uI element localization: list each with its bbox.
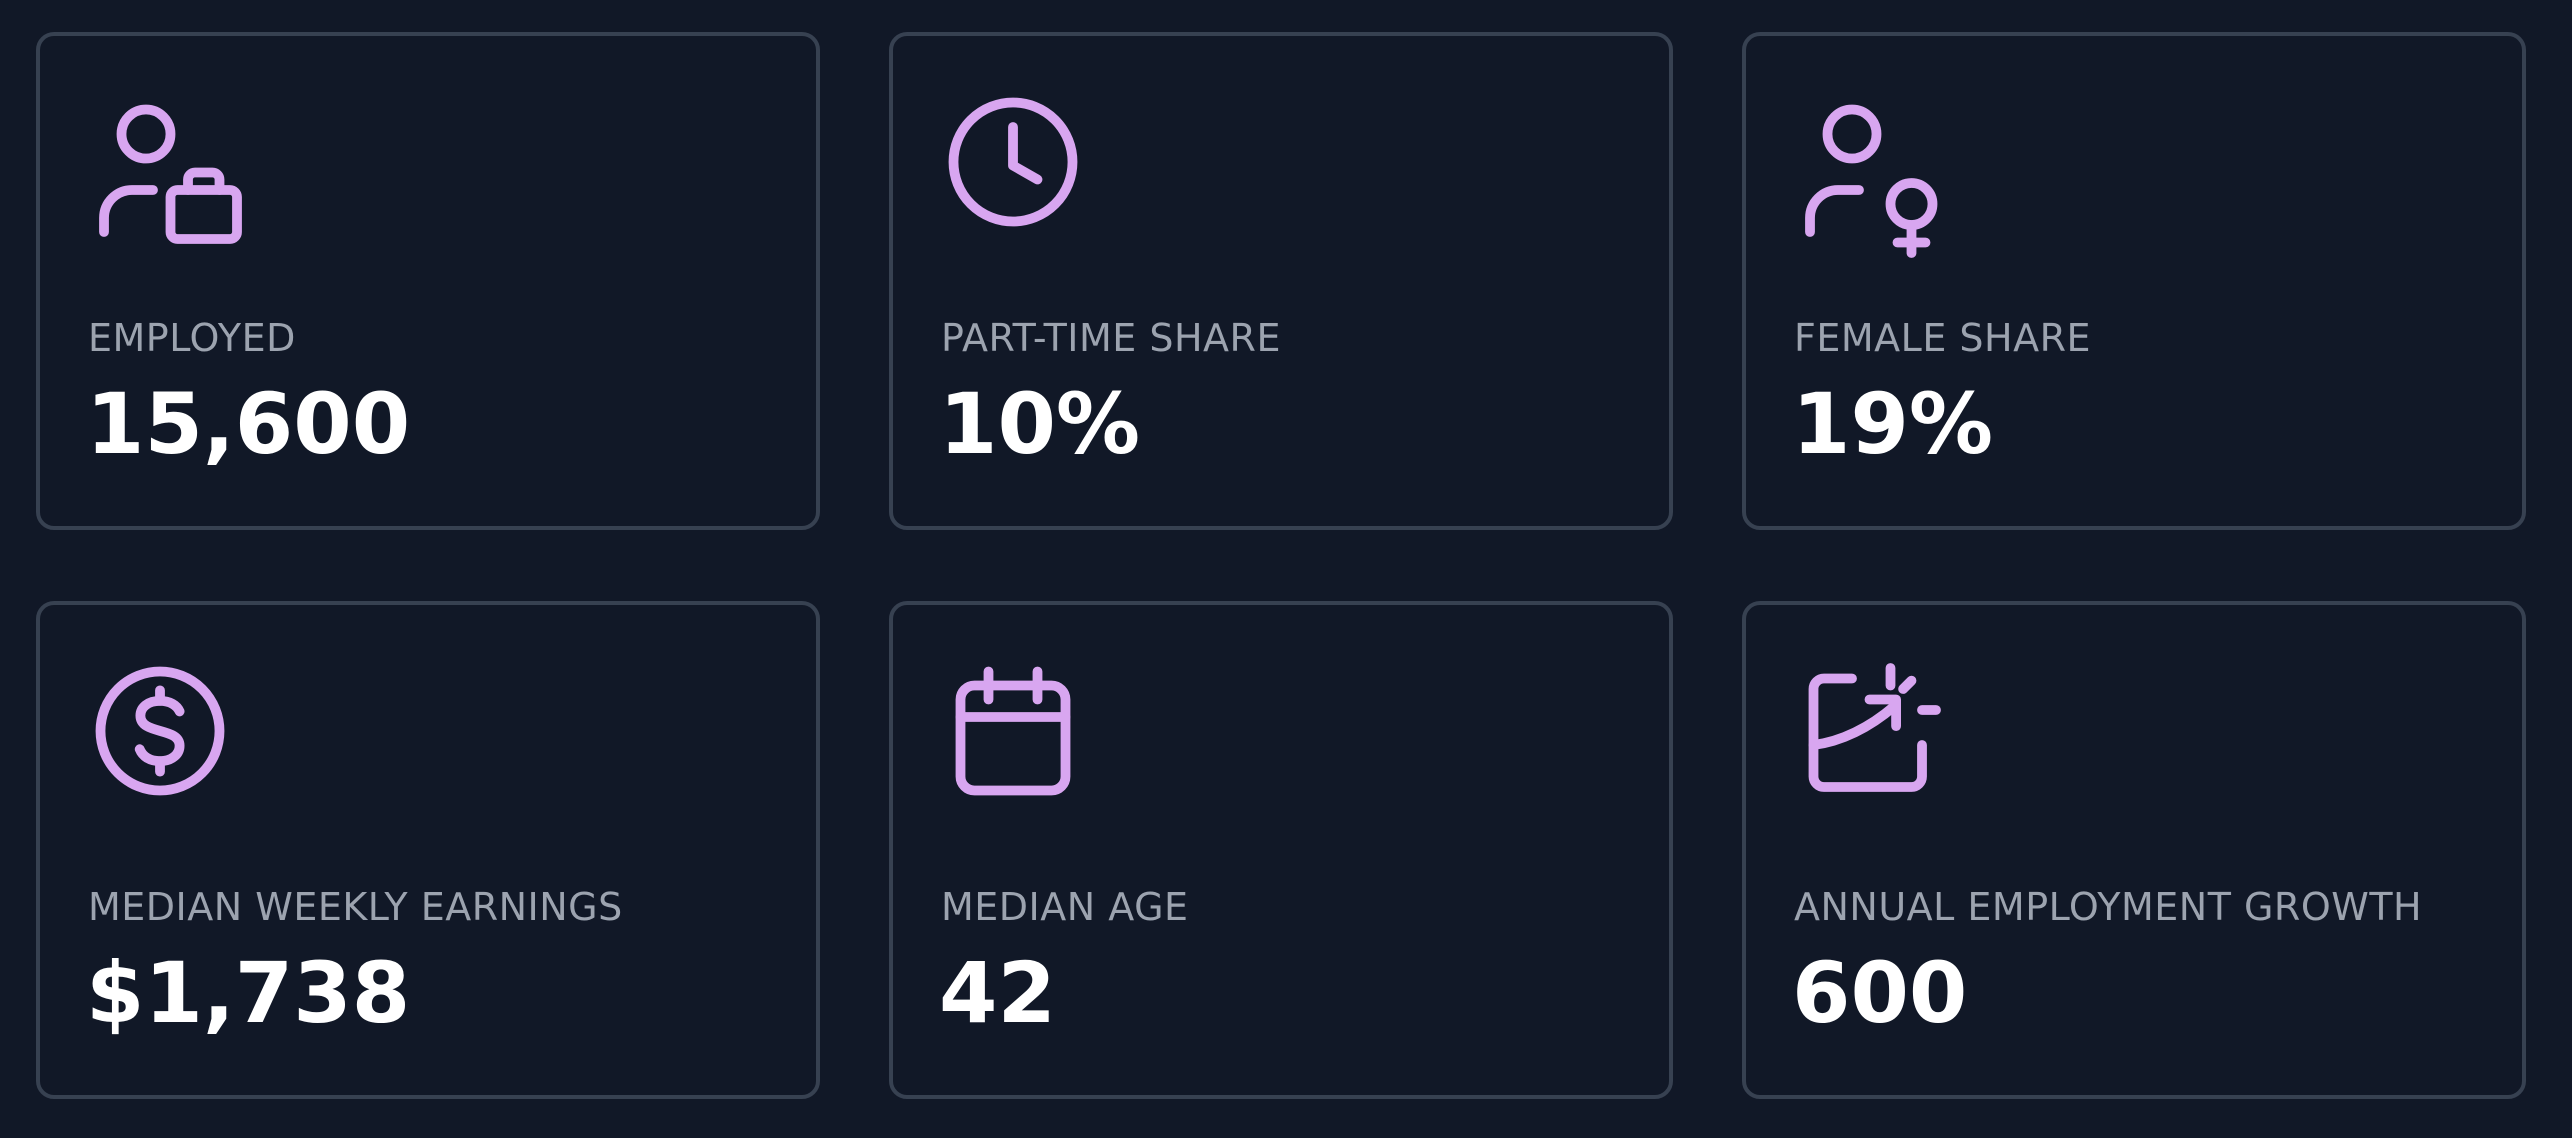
stat-value: 10% (939, 375, 1141, 473)
stat-label: MEDIAN WEEKLY EARNINGS (88, 885, 623, 929)
stat-value: 42 (939, 944, 1056, 1042)
person-briefcase-icon (90, 92, 258, 260)
dollar-circle-icon (90, 661, 258, 829)
clock-icon (943, 92, 1111, 260)
stat-card-annual-employment-growth: ANNUAL EMPLOYMENT GROWTH 600 (1742, 601, 2526, 1099)
calendar-icon (943, 661, 1111, 829)
stat-card-median-age: MEDIAN AGE 42 (889, 601, 1673, 1099)
stat-label: ANNUAL EMPLOYMENT GROWTH (1794, 885, 2423, 929)
stat-card-female-share: FEMALE SHARE 19% (1742, 32, 2526, 530)
person-female-icon (1796, 92, 1964, 260)
stat-label: FEMALE SHARE (1794, 316, 2092, 360)
stat-card-employed: EMPLOYED 15,600 (36, 32, 820, 530)
stat-value: 600 (1792, 944, 1968, 1042)
stat-card-part-time-share: PART-TIME SHARE 10% (889, 32, 1673, 530)
stat-label: MEDIAN AGE (941, 885, 1189, 929)
stat-value: 19% (1792, 375, 1994, 473)
stat-label: PART-TIME SHARE (941, 316, 1281, 360)
growth-chart-icon (1796, 661, 1964, 829)
stat-value: $1,738 (86, 944, 411, 1042)
stat-value: 15,600 (86, 375, 411, 473)
stat-card-median-weekly-earnings: MEDIAN WEEKLY EARNINGS $1,738 (36, 601, 820, 1099)
stat-label: EMPLOYED (88, 316, 296, 360)
